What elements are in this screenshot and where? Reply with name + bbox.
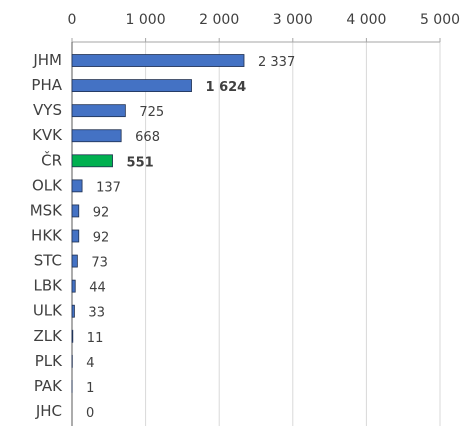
data-label: 1 624 <box>206 80 247 95</box>
y-tick-label: KVK <box>32 126 63 144</box>
y-tick-label: MSK <box>30 201 63 219</box>
y-tick-label: HKK <box>31 227 63 245</box>
bar <box>71 179 83 193</box>
data-label: 11 <box>87 331 104 346</box>
y-tick-label: PHA <box>31 76 62 94</box>
y-tick-label: ZLK <box>34 327 64 345</box>
data-label: 0 <box>86 406 94 421</box>
x-tick-label: 2 000 <box>199 12 239 28</box>
data-label: 92 <box>93 231 110 246</box>
bar <box>71 104 126 118</box>
data-label: 4 <box>86 356 94 371</box>
x-tick-label: 0 <box>68 12 77 28</box>
bar <box>71 229 80 243</box>
x-tick-label: 4 000 <box>346 12 386 28</box>
bar <box>71 279 76 293</box>
bar <box>71 304 75 318</box>
bar <box>71 329 74 343</box>
y-tick-label: PLK <box>35 352 63 370</box>
data-label: 73 <box>91 256 108 271</box>
data-label: 137 <box>96 180 121 195</box>
data-label: 668 <box>135 130 160 145</box>
y-tick-label: PAK <box>34 377 63 395</box>
data-label: 2 337 <box>258 55 295 70</box>
data-label: 33 <box>88 306 105 321</box>
x-tick-label: 1 000 <box>126 12 166 28</box>
y-tick-label: STC <box>34 252 62 270</box>
y-tick-label: JHM <box>32 51 62 69</box>
bar <box>71 204 80 218</box>
x-tick-label: 3 000 <box>273 12 313 28</box>
data-label: 1 <box>86 381 94 396</box>
data-label: 44 <box>89 281 106 296</box>
y-tick-label: ČR <box>41 150 62 169</box>
data-label: 725 <box>139 105 164 120</box>
y-tick-label: LBK <box>34 277 64 295</box>
bar <box>71 79 192 92</box>
x-tick-label: 5 000 <box>420 12 460 28</box>
y-tick-label: JHC <box>35 402 62 420</box>
bar <box>71 129 122 143</box>
data-label: 92 <box>93 205 110 220</box>
y-tick-label: ULK <box>33 302 63 320</box>
y-tick-label: VYS <box>33 101 62 119</box>
data-label: 551 <box>127 155 154 170</box>
bar <box>71 154 113 168</box>
bar <box>71 254 78 268</box>
y-tick-label: OLK <box>32 176 63 194</box>
bar <box>71 54 245 67</box>
